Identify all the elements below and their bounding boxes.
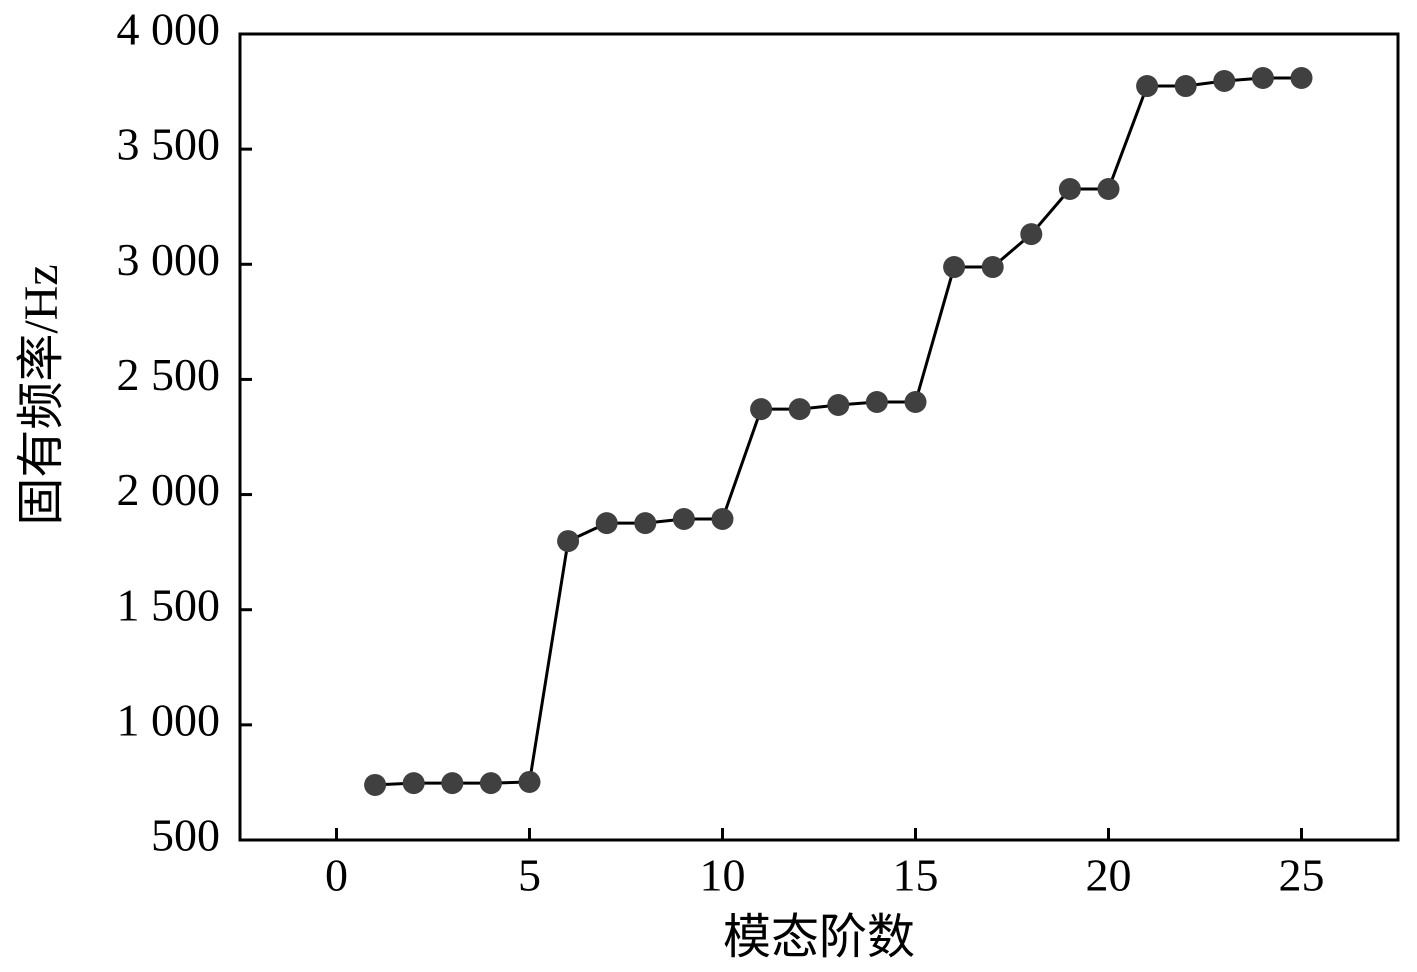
data-point	[904, 390, 927, 413]
y-axis-title: 固有频率/Hz	[15, 264, 68, 525]
data-point	[595, 512, 618, 535]
data-point	[364, 773, 387, 796]
x-tick-label: 20	[1086, 850, 1132, 901]
x-tick-label: 25	[1279, 850, 1325, 901]
y-tick-label: 500	[151, 810, 220, 861]
data-point	[1213, 69, 1236, 92]
data-point	[1290, 66, 1313, 89]
y-tick-label: 3 000	[117, 234, 221, 285]
data-point	[1058, 177, 1081, 200]
data-point	[788, 398, 811, 421]
plot-frame	[238, 32, 1400, 842]
data-point	[402, 772, 425, 795]
y-tick-label: 4 000	[117, 4, 221, 55]
x-axis-title: 模态阶数	[723, 911, 915, 964]
data-point	[479, 772, 502, 795]
data-point	[1020, 223, 1043, 246]
data-point	[518, 770, 541, 793]
data-point	[865, 390, 888, 413]
y-tick-label: 1 500	[117, 579, 221, 630]
y-tick-label: 2 500	[117, 349, 221, 400]
data-point	[672, 507, 695, 530]
series-line	[375, 76, 1302, 787]
data-point	[634, 512, 657, 535]
data-point	[711, 507, 734, 530]
x-tick-label: 15	[893, 850, 939, 901]
x-tick-label: 5	[518, 850, 541, 901]
y-tick-label: 1 000	[117, 694, 221, 745]
y-tick-label: 3 500	[117, 119, 221, 170]
x-tick-label: 10	[700, 850, 746, 901]
x-tick-label: 0	[325, 850, 348, 901]
data-point	[1174, 75, 1197, 98]
data-point	[557, 530, 580, 553]
data-point	[1097, 177, 1120, 200]
data-point	[1251, 66, 1274, 89]
data-point	[981, 256, 1004, 279]
data-point	[441, 772, 464, 795]
data-point	[750, 398, 773, 421]
y-tick-label: 2 000	[117, 464, 221, 515]
data-point	[943, 256, 966, 279]
data-point	[1136, 75, 1159, 98]
data-point	[827, 393, 850, 416]
